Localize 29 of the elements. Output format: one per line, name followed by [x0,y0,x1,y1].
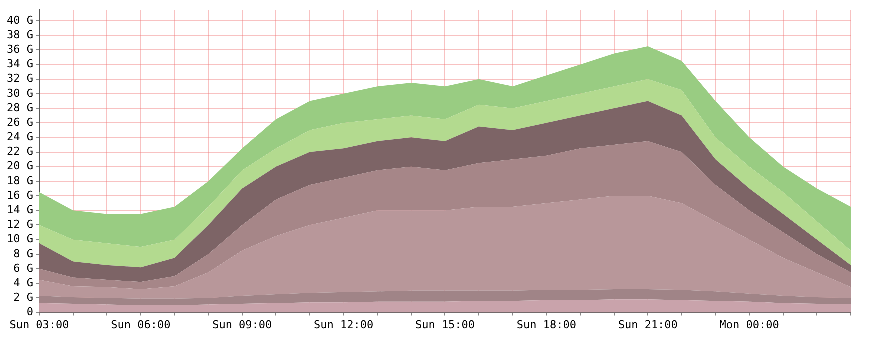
y-tick-label: 18 G [6,174,34,188]
y-tick-label: 4 G [14,276,34,290]
x-tick-label: Sun 06:00 [111,318,171,332]
y-tick-label: 32 G [6,72,34,86]
y-tick-label: 36 G [6,42,34,56]
y-tick-label: 40 G [6,14,34,27]
y-tick-label: 38 G [6,28,34,42]
y-tick-label: 28 G [6,101,34,114]
y-tick-label: 34 G [6,58,34,71]
x-tick-label: Sun 15:00 [415,318,476,332]
y-tick-label: 10 G [6,232,34,246]
x-tick-label: Mon 00:00 [720,318,780,332]
y-tick-label: 12 G [6,218,34,232]
y-tick-label: 22 G [6,145,34,158]
y-tick-label: 30 G [6,86,34,100]
y-tick-label: 16 G [6,188,34,202]
x-tick-label: Sun 09:00 [212,318,272,332]
y-tick-label: 20 G [6,160,34,173]
y-tick-label: 24 G [6,130,34,144]
y-tick-label: 6 G [14,262,34,275]
x-tick-label: Sun 21:00 [618,318,678,332]
x-tick-label: Sun 12:00 [314,318,374,332]
y-tick-label: 2 G [14,291,34,304]
x-tick-label: Sun 03:00 [10,318,70,332]
y-tick-label: 8 G [14,247,34,260]
y-tick-label: 14 G [6,204,34,217]
x-tick-label: Sun 18:00 [516,318,576,332]
y-tick-label: 26 G [6,116,34,129]
y-tick-label: 0 [26,306,34,319]
